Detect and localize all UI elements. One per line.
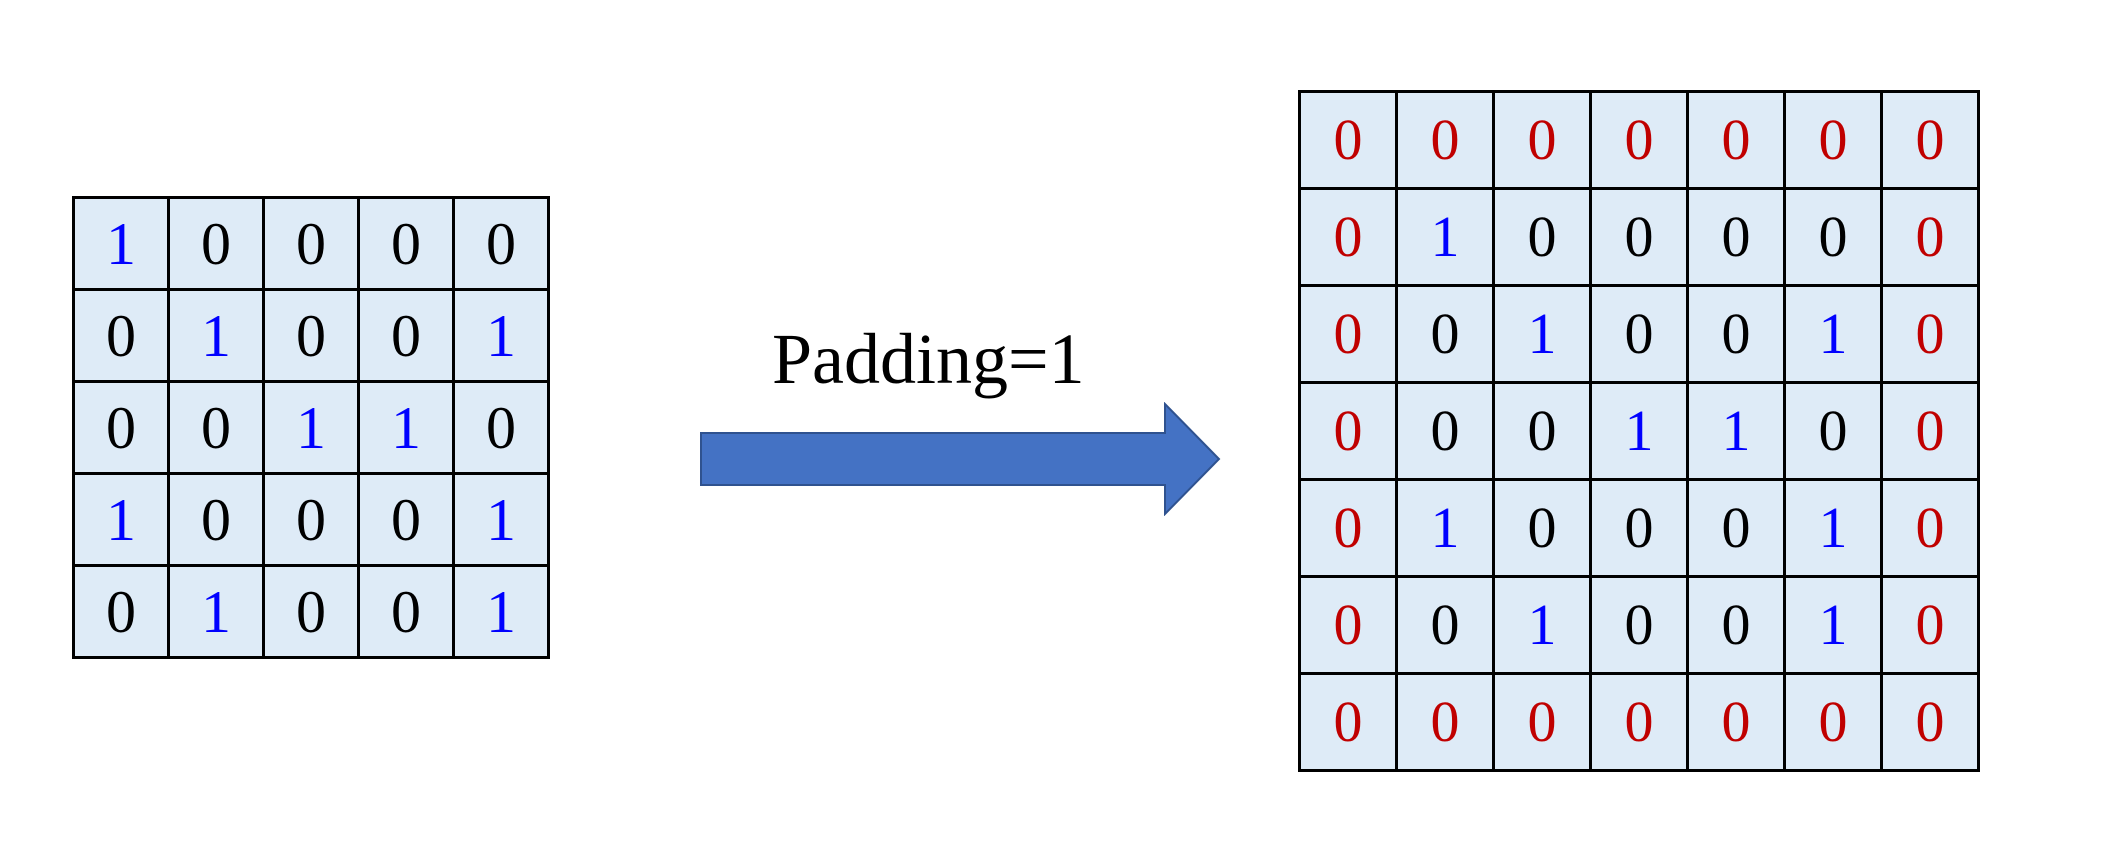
matrix-cell: 1 — [1783, 575, 1883, 675]
padding-cell: 0 — [1880, 284, 1980, 384]
matrix-cell: 0 — [167, 196, 265, 291]
padding-cell: 0 — [1298, 381, 1398, 481]
padding-cell: 0 — [1298, 90, 1398, 190]
matrix-cell: 0 — [262, 196, 360, 291]
matrix-cell: 0 — [1686, 478, 1786, 578]
matrix-cell: 0 — [452, 380, 550, 475]
matrix-cell: 0 — [1589, 187, 1689, 287]
matrix-cell: 1 — [167, 288, 265, 383]
matrix-cell: 1 — [72, 196, 170, 291]
padding-cell: 0 — [1880, 575, 1980, 675]
matrix-cell: 0 — [1686, 187, 1786, 287]
padding-cell: 0 — [1298, 478, 1398, 578]
matrix-cell: 0 — [72, 564, 170, 659]
matrix-cell: 0 — [452, 196, 550, 291]
padding-label: Padding=1 — [772, 319, 1085, 399]
padding-cell: 0 — [1589, 672, 1689, 772]
padding-cell: 0 — [1492, 90, 1592, 190]
padding-cell: 0 — [1492, 672, 1592, 772]
right-arrow-icon — [700, 402, 1221, 516]
matrix-cell: 1 — [262, 380, 360, 475]
matrix-cell: 0 — [1686, 284, 1786, 384]
matrix-cell: 1 — [1686, 381, 1786, 481]
padding-cell: 0 — [1880, 672, 1980, 772]
padding-cell: 0 — [1589, 90, 1689, 190]
arrow-shape — [700, 402, 1221, 516]
padding-cell: 0 — [1880, 90, 1980, 190]
padding-cell: 0 — [1880, 478, 1980, 578]
matrix-cell: 1 — [1492, 284, 1592, 384]
padding-cell: 0 — [1298, 284, 1398, 384]
matrix-cell: 0 — [1589, 284, 1689, 384]
matrix-cell: 0 — [1395, 575, 1495, 675]
padding-cell: 0 — [1298, 575, 1398, 675]
padding-cell: 0 — [1298, 187, 1398, 287]
padding-cell: 0 — [1395, 672, 1495, 772]
padding-cell: 0 — [1783, 90, 1883, 190]
matrix-cell: 1 — [452, 288, 550, 383]
padding-cell: 0 — [1783, 672, 1883, 772]
matrix-cell: 0 — [1783, 381, 1883, 481]
matrix-cell: 0 — [1395, 381, 1495, 481]
matrix-cell: 0 — [72, 380, 170, 475]
matrix-cell: 0 — [1589, 478, 1689, 578]
matrix-cell: 0 — [1686, 575, 1786, 675]
matrix-cell: 1 — [1395, 187, 1495, 287]
padding-cell: 0 — [1395, 90, 1495, 190]
matrix-cell: 0 — [262, 472, 360, 567]
matrix-cell: 0 — [262, 288, 360, 383]
matrix-cell: 1 — [1492, 575, 1592, 675]
matrix-cell: 1 — [72, 472, 170, 567]
matrix-cell: 0 — [1492, 381, 1592, 481]
matrix-cell: 1 — [1589, 381, 1689, 481]
padding-cell: 0 — [1686, 672, 1786, 772]
matrix-cell: 0 — [1589, 575, 1689, 675]
matrix-cell: 0 — [1395, 284, 1495, 384]
padding-cell: 0 — [1880, 381, 1980, 481]
matrix-cell: 0 — [72, 288, 170, 383]
matrix-cell: 0 — [357, 196, 455, 291]
matrix-cell: 0 — [167, 380, 265, 475]
padding-cell: 0 — [1880, 187, 1980, 287]
matrix-cell: 1 — [1783, 284, 1883, 384]
matrix-cell: 0 — [262, 564, 360, 659]
matrix-cell: 1 — [1783, 478, 1883, 578]
matrix-cell: 0 — [357, 564, 455, 659]
padding-cell: 0 — [1298, 672, 1398, 772]
matrix-cell: 1 — [167, 564, 265, 659]
matrix-cell: 1 — [452, 564, 550, 659]
matrix-cell: 1 — [1395, 478, 1495, 578]
padding-cell: 0 — [1686, 90, 1786, 190]
matrix-cell: 0 — [1492, 478, 1592, 578]
matrix-cell: 0 — [357, 472, 455, 567]
matrix-cell: 1 — [357, 380, 455, 475]
matrix-cell: 0 — [357, 288, 455, 383]
matrix-cell: 1 — [452, 472, 550, 567]
matrix-cell: 0 — [1492, 187, 1592, 287]
matrix-cell: 0 — [167, 472, 265, 567]
matrix-cell: 0 — [1783, 187, 1883, 287]
